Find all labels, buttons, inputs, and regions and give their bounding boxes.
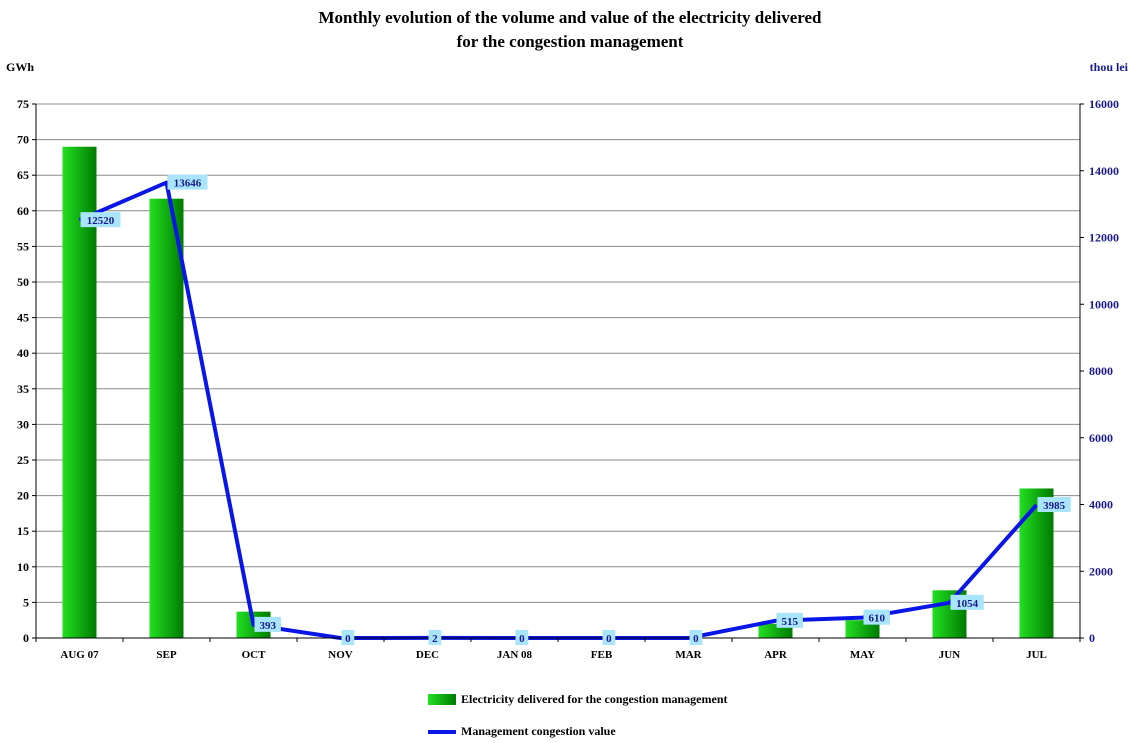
data-label-bg [515, 630, 529, 645]
x-tick-label: JUL [1026, 649, 1047, 661]
gridlines [36, 103, 1080, 603]
right-tick-label: 10000 [1089, 297, 1119, 311]
x-tick-label: MAY [850, 649, 875, 661]
data-label-bg [428, 629, 442, 645]
data-label: 12520 [87, 215, 115, 227]
legend-line-swatch [428, 729, 456, 734]
x-tick-label: DEC [416, 649, 439, 661]
right-tick-label: 2000 [1089, 564, 1113, 578]
chart-title-line2: for the congestion management [456, 32, 684, 51]
legend-bar-label: Electricity delivered for the congestion… [461, 692, 728, 706]
data-label-bg [689, 630, 703, 645]
left-tick-label: 60 [17, 204, 29, 218]
right-tick-label: 8000 [1089, 364, 1113, 378]
left-tick-label: 25 [17, 453, 29, 467]
legend-line-label: Management congestion value [461, 724, 616, 738]
data-label: 515 [781, 616, 798, 628]
legend-bar-swatch [428, 694, 456, 705]
left-tick-label: 0 [23, 631, 29, 645]
left-tick-label: 40 [17, 346, 29, 360]
data-label: 610 [868, 613, 885, 625]
data-label-bg [950, 594, 984, 610]
right-tick-label: 14000 [1089, 164, 1119, 178]
data-labels: 12520 13646 393 0 2 0 0 0 515 610 1054 3985 [80, 174, 1071, 645]
volume-bar [149, 198, 184, 639]
data-label: 0 [519, 633, 525, 645]
data-label: 3985 [1043, 500, 1066, 512]
right-tick-label: 6000 [1089, 431, 1113, 445]
bar-series [62, 146, 1054, 639]
left-tick-label: 75 [17, 97, 29, 111]
line-series [78, 180, 1038, 640]
left-tick-label: 70 [17, 133, 29, 147]
left-tick-label: 65 [17, 168, 29, 182]
x-tick-label: APR [764, 649, 788, 661]
data-label-bg [341, 630, 355, 645]
value-line [78, 180, 1038, 640]
data-label: 0 [606, 633, 612, 645]
x-tick-label: OCT [242, 649, 267, 661]
x-tick-label: JUN [939, 649, 960, 661]
left-tick-label: 50 [17, 275, 29, 289]
left-tick-label: 30 [17, 417, 29, 431]
volume-bar [1019, 488, 1054, 638]
data-label-bg [863, 609, 890, 625]
chart-title: Monthly evolution of the volume and valu… [0, 6, 1140, 54]
data-label: 0 [693, 633, 699, 645]
right-axis-unit: thou lei [1089, 60, 1128, 74]
right-tick-label: 4000 [1089, 498, 1113, 512]
right-tick-label: 12000 [1089, 231, 1119, 245]
data-label: 13646 [174, 178, 202, 190]
data-label-bg [602, 630, 616, 645]
volume-bar [62, 146, 97, 638]
x-tick-label: JAN 08 [497, 649, 533, 661]
data-label: 2 [432, 633, 438, 645]
legend-item-line: Management congestion value [428, 724, 616, 739]
right-tick-label: 0 [1089, 631, 1095, 645]
chart-canvas: 0510152025303540455055606570750200040006… [17, 97, 1119, 661]
x-tick-label: MAR [675, 649, 702, 661]
left-tick-label: 45 [17, 311, 29, 325]
x-tick-label: AUG 07 [60, 649, 99, 661]
chart-title-line1: Monthly evolution of the volume and valu… [318, 8, 822, 27]
data-label-bg [80, 212, 121, 228]
data-label: 0 [345, 633, 351, 645]
left-tick-label: 5 [23, 595, 29, 609]
legend-item-bar: Electricity delivered for the congestion… [428, 692, 728, 707]
data-label-bg [167, 174, 208, 190]
data-label: 393 [259, 620, 276, 632]
data-label-bg [254, 616, 281, 632]
left-tick-label: 15 [17, 524, 29, 538]
right-tick-label: 16000 [1089, 97, 1119, 111]
x-tick-label: SEP [156, 649, 176, 661]
left-tick-label: 55 [17, 239, 29, 253]
data-label: 1054 [956, 598, 979, 610]
left-axis-unit: GWh [6, 60, 35, 74]
axes: 0510152025303540455055606570750200040006… [17, 97, 1119, 661]
left-tick-label: 10 [17, 560, 29, 574]
data-label-bg [776, 612, 803, 628]
x-tick-label: NOV [328, 649, 353, 661]
x-tick-label: FEB [591, 649, 613, 661]
volume-bar [845, 620, 880, 638]
left-tick-label: 20 [17, 489, 29, 503]
left-tick-label: 35 [17, 382, 29, 396]
data-label-bg [1037, 497, 1071, 513]
